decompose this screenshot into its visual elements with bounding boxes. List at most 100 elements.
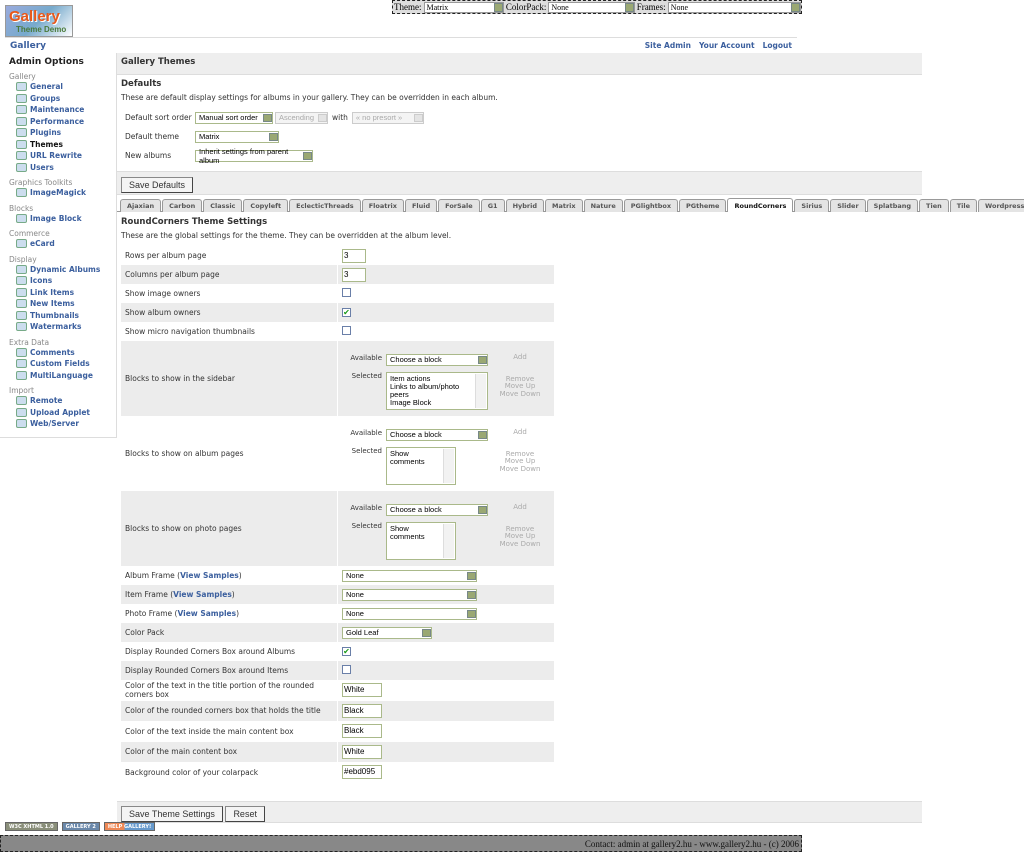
tab-tien[interactable]: Tien: [919, 199, 949, 212]
new-albums-select[interactable]: Inherit settings from parent album: [195, 147, 313, 165]
selected-block-item[interactable]: Show comments: [390, 523, 425, 541]
color-of-the-text-inside-the-main-content-box-input[interactable]: Black: [342, 724, 382, 739]
sidebar-item-label[interactable]: MultiLanguage: [30, 370, 93, 380]
tab-hybrid[interactable]: Hybrid: [505, 199, 544, 212]
tab-splatbang[interactable]: Splatbang: [866, 199, 919, 212]
sidebar-item-url-rewrite[interactable]: URL Rewrite: [9, 150, 116, 162]
sidebar-item-maintenance[interactable]: Maintenance: [9, 104, 116, 116]
sort-order-select[interactable]: Manual sort order: [195, 111, 273, 124]
tab-carbon[interactable]: Carbon: [162, 199, 203, 212]
sidebar-item-label[interactable]: Web/Server: [30, 419, 80, 429]
sidebar-item-label[interactable]: Plugins: [30, 128, 62, 138]
sidebar-item-icons[interactable]: Icons: [9, 275, 116, 287]
add-button[interactable]: Add: [513, 427, 527, 436]
tab-classic[interactable]: Classic: [203, 199, 243, 212]
add-button[interactable]: Add: [513, 352, 527, 361]
sidebar-item-upload-applet[interactable]: Upload Applet: [9, 407, 116, 419]
logout-link[interactable]: Logout: [762, 41, 792, 50]
color-of-the-text-in-the-title-portion-of-the-rounded-corners-box-input[interactable]: White: [342, 683, 382, 698]
tab-copyleft[interactable]: Copyleft: [243, 199, 289, 212]
sidebar-item-users[interactable]: Users: [9, 162, 116, 174]
tab-ajaxian[interactable]: Ajaxian: [120, 199, 162, 212]
sidebar-item-label[interactable]: Image Block: [30, 213, 82, 223]
sidebar-item-label[interactable]: Dynamic Albums: [30, 264, 101, 274]
w3c-xhtml-badge[interactable]: W3C XHTML 1.0: [5, 822, 58, 831]
sidebar-item-themes[interactable]: Themes: [9, 139, 116, 151]
sidebar-item-label[interactable]: Upload Applet: [30, 407, 91, 417]
sidebar-item-label[interactable]: eCard: [30, 239, 55, 249]
display-rounded-corners-box-around-items-checkbox[interactable]: [342, 665, 351, 674]
tab-roundcorners[interactable]: RoundCorners: [727, 198, 794, 212]
reset-button[interactable]: Reset: [225, 805, 265, 822]
sidebar-item-label[interactable]: Thumbnails: [30, 310, 79, 320]
tab-floatrix[interactable]: Floatrix: [361, 199, 404, 212]
sidebar-item-thumbnails[interactable]: Thumbnails: [9, 310, 116, 322]
selected-block-item[interactable]: Links to album/photo peers: [390, 381, 460, 399]
color-pack-select[interactable]: Gold Leaf: [342, 626, 432, 639]
selected-blocks-list[interactable]: Item actions Links to album/photo peers Im…: [386, 371, 488, 410]
tab-forsale[interactable]: ForSale: [438, 199, 480, 212]
sidebar-item-label[interactable]: ImageMagick: [30, 188, 87, 198]
sidebar-item-performance[interactable]: Performance: [9, 116, 116, 128]
tab-fluid[interactable]: Fluid: [404, 199, 438, 212]
view-samples-link[interactable]: View Samples: [180, 571, 239, 580]
save-defaults-button[interactable]: Save Defaults: [121, 177, 194, 193]
sidebar-item-image-block[interactable]: Image Block: [9, 213, 116, 225]
move-up-button[interactable]: Move Up: [504, 457, 536, 465]
photo-frame-select[interactable]: None: [342, 607, 477, 620]
sidebar-item-label[interactable]: Users: [30, 162, 54, 172]
show-micro-navigation-thumbnails-checkbox[interactable]: [342, 326, 351, 335]
tab-nature[interactable]: Nature: [583, 199, 623, 212]
view-samples-link[interactable]: View Samples: [177, 609, 237, 618]
selected-block-item[interactable]: Item actions: [390, 373, 431, 383]
move-up-button[interactable]: Move Up: [504, 532, 536, 540]
sidebar-item-dynamic-albums[interactable]: Dynamic Albums: [9, 264, 116, 276]
sidebar-item-general[interactable]: General: [9, 81, 116, 93]
add-button[interactable]: Add: [513, 502, 527, 511]
sidebar-item-label[interactable]: General: [30, 82, 63, 92]
move-up-button[interactable]: Move Up: [504, 382, 536, 390]
color-of-the-rounded-corners-box-that-holds-the-title-input[interactable]: Black: [342, 703, 382, 718]
choose-block-select[interactable]: Choose a block: [386, 353, 488, 366]
show-image-owners-checkbox[interactable]: [342, 288, 351, 297]
theme-select[interactable]: Matrix: [423, 1, 504, 13]
remove-button[interactable]: Remove: [505, 374, 535, 383]
sidebar-item-label[interactable]: Link Items: [30, 287, 75, 297]
sidebar-item-label[interactable]: Remote: [30, 396, 63, 406]
sidebar-item-label[interactable]: URL Rewrite: [30, 151, 82, 161]
tab-eclecticthreads[interactable]: EclecticThreads: [289, 199, 361, 212]
breadcrumb-gallery[interactable]: Gallery: [10, 40, 47, 51]
tab-pglightbox[interactable]: PGlightbox: [623, 199, 679, 212]
sidebar-item-plugins[interactable]: Plugins: [9, 127, 116, 139]
tab-sirius[interactable]: Sirius: [794, 199, 830, 212]
sidebar-item-label[interactable]: New Items: [30, 299, 75, 309]
show-album-owners-checkbox[interactable]: ✔: [342, 308, 351, 317]
album-frame-select[interactable]: None: [342, 569, 477, 582]
rows-per-album-page-input[interactable]: 3: [342, 248, 366, 263]
view-samples-link[interactable]: View Samples: [173, 590, 232, 599]
move-down-button[interactable]: Move Down: [499, 539, 541, 548]
sidebar-item-label[interactable]: Custom Fields: [30, 359, 90, 369]
choose-block-select[interactable]: Choose a block: [386, 428, 488, 441]
sidebar-item-imagemagick[interactable]: ImageMagick: [9, 187, 116, 199]
sidebar-item-label[interactable]: Performance: [30, 116, 85, 126]
remove-button[interactable]: Remove: [505, 524, 535, 533]
background-color-of-your-colarpack-input[interactable]: #ebd095: [342, 765, 382, 780]
gallery-logo[interactable]: Gallery Theme Demo: [5, 5, 73, 37]
sidebar-item-label[interactable]: Groups: [30, 93, 61, 103]
remove-button[interactable]: Remove: [505, 449, 535, 458]
tab-wordpressembedded[interactable]: WordpressEmbedded: [978, 199, 1024, 212]
selected-block-item[interactable]: Show comments: [390, 448, 425, 466]
selected-blocks-list[interactable]: Show comments: [386, 446, 456, 485]
sidebar-item-multilanguage[interactable]: MultiLanguage: [9, 370, 116, 382]
site-admin-link[interactable]: Site Admin: [644, 41, 691, 50]
display-rounded-corners-box-around-albums-checkbox[interactable]: ✔: [342, 647, 351, 656]
sidebar-item-label[interactable]: Icons: [30, 276, 53, 286]
sidebar-item-label[interactable]: Themes: [30, 139, 63, 149]
move-down-button[interactable]: Move Down: [499, 464, 541, 473]
sidebar-item-label[interactable]: Maintenance: [30, 105, 85, 115]
help-gallery-badge[interactable]: HELP GALLERY!: [103, 822, 156, 831]
columns-per-album-page-input[interactable]: 3: [342, 267, 366, 282]
choose-block-select[interactable]: Choose a block: [386, 503, 488, 516]
move-down-button[interactable]: Move Down: [499, 389, 541, 398]
